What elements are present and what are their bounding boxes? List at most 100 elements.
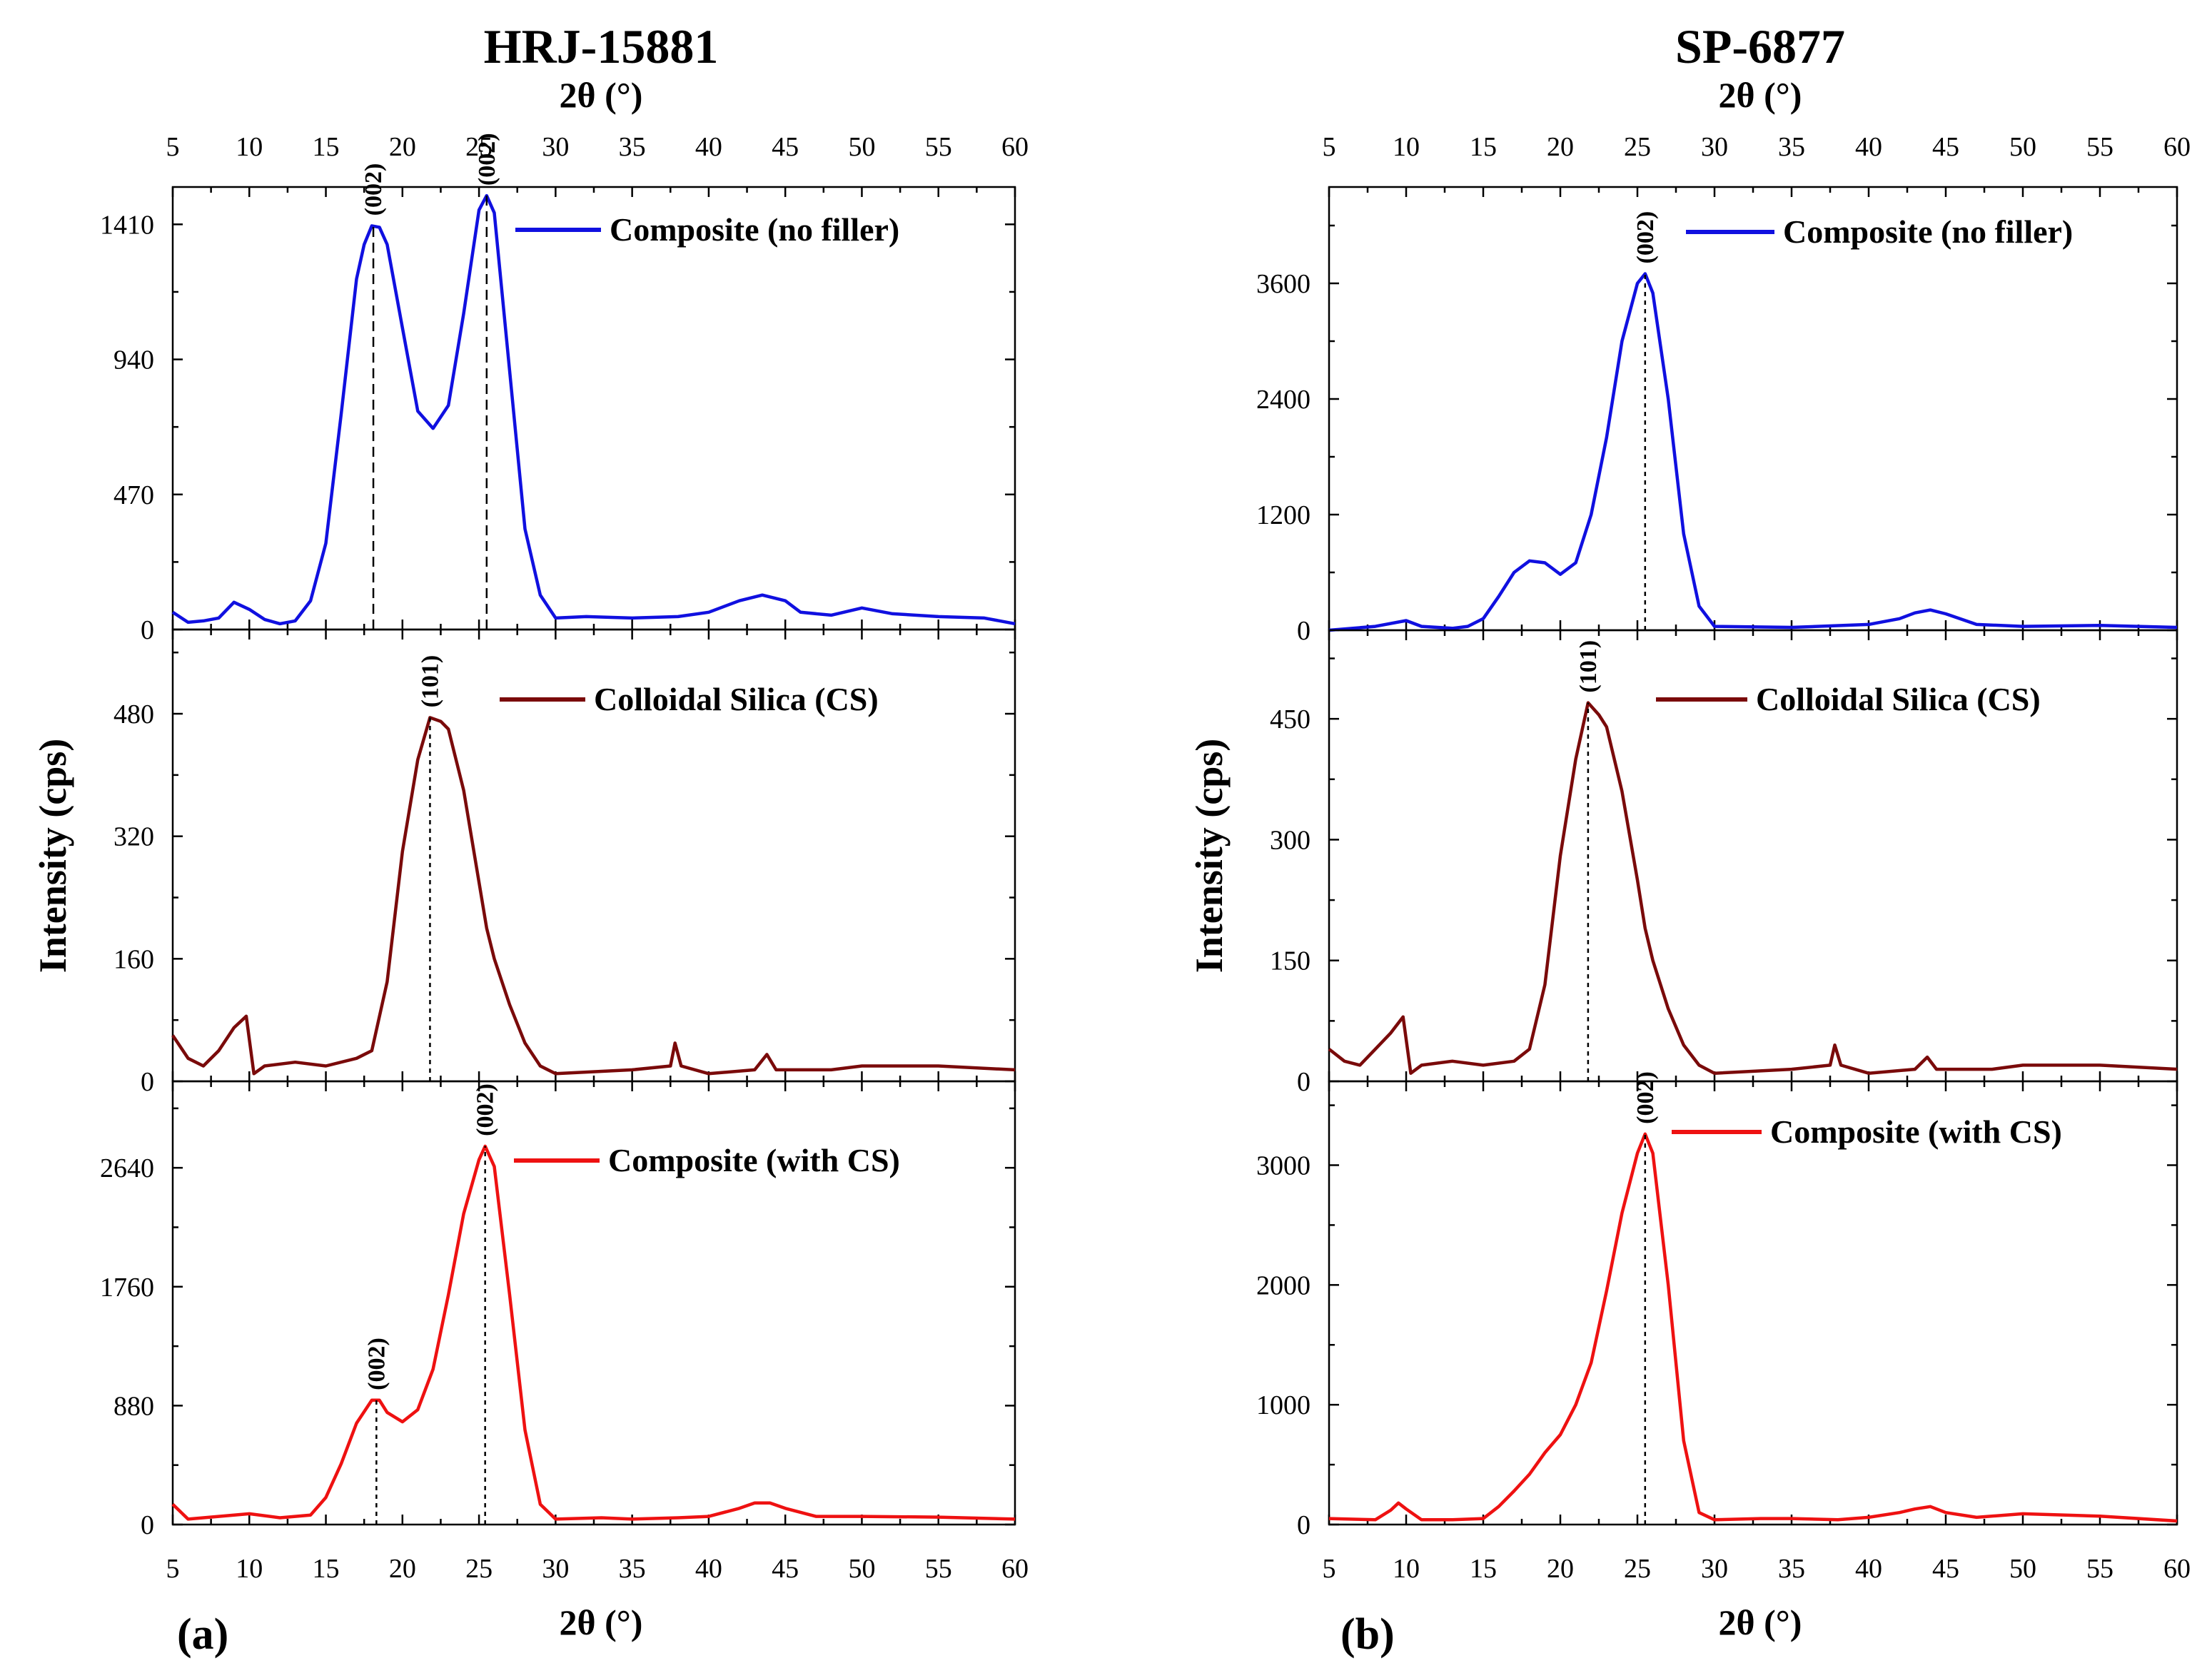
y-tick-label: 2000 (1256, 1270, 1310, 1300)
top-x-tick-label: 55 (2086, 132, 2113, 162)
subplot-1: 0 1200 2400 3600 Composite (no filler) (002) (1256, 186, 2178, 646)
peak-label: (002) (360, 163, 387, 216)
y-tick-label: 150 (1270, 946, 1310, 976)
peak-label: (002) (473, 1083, 499, 1136)
subplot-2: 0 150 300 450 Colloidal Silica (CS) (101) (1270, 629, 2178, 1097)
series-line (171, 1144, 1016, 1521)
bottom-x-axis-title: 2θ (°) (1719, 1602, 1802, 1642)
y-tick-label: 940 (113, 345, 154, 375)
top-x-tick-label: 40 (1855, 132, 1882, 162)
top-x-tick-label: 55 (925, 132, 952, 162)
bottom-x-tick-label: 30 (542, 1554, 569, 1584)
bottom-x-tick-label: 60 (2163, 1554, 2191, 1584)
bottom-x-tick-label: 35 (619, 1554, 646, 1584)
top-x-tick-label: 60 (1001, 132, 1029, 162)
panel-title: SP-6877 (1675, 19, 1845, 74)
top-x-tick-label: 35 (619, 132, 646, 162)
bottom-x-tick-label: 55 (2086, 1554, 2113, 1584)
y-tick-label: 3600 (1256, 269, 1310, 299)
top-x-tick-label: 45 (1932, 132, 1959, 162)
series-line (1328, 1132, 2178, 1523)
top-x-tick-label: 10 (1393, 132, 1420, 162)
top-x-tick-label: 15 (1470, 132, 1497, 162)
bottom-x-tick-label: 60 (1001, 1554, 1029, 1584)
peak-label: (002) (1632, 211, 1659, 264)
legend-label: Composite (with CS) (1770, 1113, 2062, 1150)
plot-frame (1328, 629, 2178, 1083)
panel-title: HRJ-15881 (484, 19, 719, 74)
bottom-x-tick-label: 15 (313, 1554, 340, 1584)
legend-label: Composite (with CS) (608, 1142, 900, 1178)
panel-letter: (b) (1340, 1610, 1395, 1659)
series-line (171, 716, 1016, 1076)
y-tick-label: 0 (141, 1510, 154, 1540)
peak-label: (002) (474, 133, 500, 186)
y-tick-label: 0 (1297, 616, 1310, 646)
y-tick-label: 1000 (1256, 1390, 1310, 1420)
top-x-tick-label: 35 (1778, 132, 1805, 162)
y-tick-label: 480 (113, 699, 154, 729)
bottom-x-tick-label: 50 (2009, 1554, 2036, 1584)
peak-label: (101) (1575, 640, 1602, 693)
y-tick-label: 300 (1270, 825, 1310, 855)
y-axis-title: Intensity (cps) (31, 739, 74, 974)
bottom-x-tick-label: 10 (1393, 1554, 1420, 1584)
top-x-tick-label: 45 (772, 132, 799, 162)
top-x-tick-label: 30 (542, 132, 569, 162)
y-tick-label: 1200 (1256, 500, 1310, 530)
y-tick-label: 0 (141, 615, 154, 645)
y-tick-label: 0 (1297, 1510, 1310, 1540)
bottom-x-tick-label: 40 (1855, 1554, 1882, 1584)
top-x-tick-label: 60 (2163, 132, 2191, 162)
top-x-axis-title: 2θ (°) (560, 75, 643, 115)
top-x-tick-label: 25 (1624, 132, 1651, 162)
top-x-tick-label: 50 (2009, 132, 2036, 162)
bottom-x-tick-label: 45 (1932, 1554, 1959, 1584)
bottom-x-tick-label: 15 (1470, 1554, 1497, 1584)
subplot-3: 0 1000 2000 3000 Composite (with CS) (002) (1256, 1071, 2178, 1540)
top-x-tick-label: 20 (1547, 132, 1574, 162)
top-x-tick-label: 50 (848, 132, 875, 162)
top-x-tick-label: 25 (465, 132, 493, 162)
y-tick-label: 1410 (100, 210, 154, 240)
top-x-tick-label: 30 (1701, 132, 1728, 162)
peak-label: (002) (363, 1338, 390, 1390)
top-x-tick-label: 5 (166, 132, 180, 162)
bottom-x-tick-label: 5 (166, 1554, 180, 1584)
y-tick-label: 1760 (100, 1273, 154, 1303)
legend-label: Colloidal Silica (CS) (1756, 681, 2041, 717)
bottom-x-tick-label: 10 (236, 1554, 263, 1584)
y-tick-label: 2400 (1256, 385, 1310, 415)
y-tick-label: 320 (113, 822, 154, 852)
bottom-x-tick-label: 55 (925, 1554, 952, 1584)
top-x-tick-label: 15 (313, 132, 340, 162)
peak-label: (101) (417, 655, 443, 708)
bottom-x-tick-label: 5 (1323, 1554, 1336, 1584)
y-tick-label: 0 (141, 1067, 154, 1097)
bottom-x-tick-label: 45 (772, 1554, 799, 1584)
subplot-1: 0 470 940 1410 Composite (no filler) (002) (00… (100, 133, 1016, 645)
y-tick-label: 450 (1270, 704, 1310, 734)
bottom-x-tick-label: 30 (1701, 1554, 1728, 1584)
bottom-x-tick-label: 25 (465, 1554, 493, 1584)
y-tick-label: 0 (1297, 1067, 1310, 1097)
top-x-tick-label: 10 (236, 132, 263, 162)
bottom-x-tick-label: 20 (1547, 1554, 1574, 1584)
y-tick-label: 2640 (100, 1153, 154, 1183)
bottom-x-tick-label: 50 (848, 1554, 875, 1584)
peak-label: (002) (1632, 1071, 1659, 1124)
y-tick-label: 880 (113, 1391, 154, 1421)
subplot-3: 0 880 1760 2640 Composite (with CS) (002) (002… (100, 1080, 1016, 1540)
plot-frame (171, 186, 1016, 631)
legend-label: Composite (no filler) (610, 211, 899, 248)
subplot-2: 0 160 320 480 Colloidal Silica (CS) (101) (113, 628, 1016, 1097)
top-x-tick-label: 5 (1323, 132, 1336, 162)
bottom-x-tick-label: 35 (1778, 1554, 1805, 1584)
bottom-x-tick-label: 20 (389, 1554, 416, 1584)
legend-label: Composite (no filler) (1783, 213, 2073, 250)
y-tick-label: 470 (113, 480, 154, 510)
top-x-tick-label: 40 (695, 132, 722, 162)
